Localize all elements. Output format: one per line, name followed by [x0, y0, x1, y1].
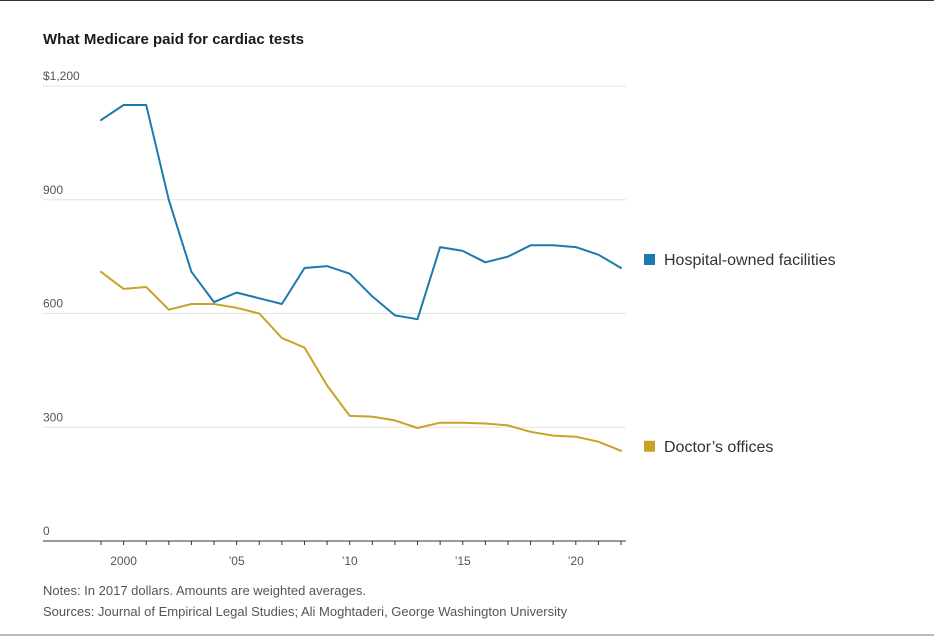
- x-tick-label: ’20: [568, 554, 584, 568]
- x-tick-label: ’10: [342, 554, 358, 568]
- y-tick-label: 0: [43, 524, 50, 538]
- chart-notes: Notes: In 2017 dollars. Amounts are weig…: [43, 583, 367, 598]
- series-lines: [100, 104, 622, 452]
- gridlines: [43, 85, 626, 428]
- y-tick-label: 900: [43, 183, 63, 197]
- y-tick-label: 300: [43, 410, 63, 424]
- x-axis-labels: 2000 ’05 ’10 ’15 ’20: [110, 554, 584, 568]
- y-tick-label: 600: [43, 297, 63, 311]
- series-line-1: [100, 270, 622, 452]
- top-border: [0, 0, 934, 1]
- legend-swatch: [644, 254, 655, 265]
- series-line-0: [100, 104, 622, 321]
- bottom-border: [0, 634, 934, 636]
- x-tick-label: ’05: [229, 554, 245, 568]
- x-axis: [43, 540, 626, 545]
- x-tick-label: ’15: [455, 554, 471, 568]
- legend-swatch: [644, 440, 655, 452]
- legend-label: Hospital-owned facilities: [664, 252, 836, 269]
- y-tick-label: $1,200: [43, 69, 80, 83]
- legend-label: Doctor’s offices: [664, 439, 773, 456]
- x-tick-label: 2000: [110, 554, 137, 568]
- chart-sources: Sources: Journal of Empirical Legal Stud…: [43, 604, 568, 619]
- legend: Hospital-owned facilities Doctor’s office…: [644, 252, 836, 456]
- chart-title: What Medicare paid for cardiac tests: [43, 31, 304, 48]
- y-axis-labels: $1,200 900 600 300 0: [43, 69, 80, 538]
